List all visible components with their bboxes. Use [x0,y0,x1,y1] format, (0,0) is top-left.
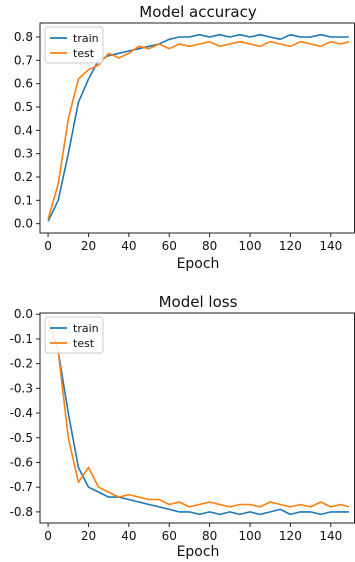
loss-y-tick-label: -0.6 [10,455,33,469]
loss-legend-label-train: train [73,322,99,335]
accuracy-y-tick-label: 0.6 [14,77,33,91]
accuracy-legend-label-test: test [73,47,95,60]
loss-x-tick-label: 40 [121,529,136,543]
loss-y-tick-label: -0.7 [10,480,33,494]
loss-chart: Model loss 0 20 40 60 80 100 120 140 0.0 -0.1 -0.2… [10,293,355,560]
accuracy-y-tick-label: 0.5 [14,100,33,114]
loss-x-tick-label: 100 [239,529,262,543]
accuracy-y-tick-label: 0.3 [14,147,33,161]
loss-y-tick-label: -0.1 [10,332,33,346]
accuracy-x-tick-label: 80 [202,239,217,253]
loss-series-test-line [47,318,350,508]
accuracy-x-tick-label: 120 [279,239,302,253]
accuracy-x-tick-label: 60 [162,239,177,253]
loss-x-tick-label: 20 [81,529,96,543]
accuracy-x-axis-title: Epoch [177,256,220,272]
accuracy-legend: train test [44,26,104,64]
loss-x-tick-label: 120 [279,529,302,543]
accuracy-legend-box [44,26,104,64]
accuracy-legend-label-train: train [73,32,99,45]
loss-y-tick-label: -0.8 [10,505,33,519]
loss-x-tick-label: 0 [44,529,52,543]
accuracy-y-tick-label: 0.2 [14,170,33,184]
accuracy-y-tick-label: 0.8 [14,30,33,44]
accuracy-series-test-line [47,40,350,220]
loss-y-tick-label: -0.3 [10,381,33,395]
loss-plot-area: 0 20 40 60 80 100 120 140 0.0 -0.1 -0.2 -0.3 -0.4 -0.… [10,307,355,543]
accuracy-x-tick-label: 0 [44,239,52,253]
loss-y-tick-label: 0.0 [14,307,33,321]
loss-y-tick-label: -0.5 [10,431,33,445]
accuracy-x-tick-label: 40 [121,239,136,253]
accuracy-y-tick-label: 0.1 [14,193,33,207]
loss-y-tick-label: -0.4 [10,406,33,420]
accuracy-x-tick-label: 140 [319,239,342,253]
accuracy-chart: Model accuracy 0 20 40 60 80 100 120 1400.00.10… [14,3,355,272]
loss-legend-box [44,316,104,354]
accuracy-chart-title: Model accuracy [139,3,257,21]
loss-x-tick-label: 140 [319,529,342,543]
loss-legend: train test [44,316,104,354]
accuracy-y-tick-label: 0.0 [14,217,33,231]
loss-y-tick-label: -0.2 [10,357,33,371]
accuracy-x-tick-label: 100 [239,239,262,253]
loss-legend-label-test: test [73,337,95,350]
loss-chart-title: Model loss [159,293,238,311]
loss-series-train-line [47,318,349,516]
accuracy-x-tick-label: 20 [81,239,96,253]
loss-x-tick-label: 60 [162,529,177,543]
loss-x-tick-label: 80 [202,529,217,543]
accuracy-y-tick-label: 0.7 [14,53,33,67]
loss-x-axis-title: Epoch [177,544,220,560]
accuracy-plot-area: 0 20 40 60 80 100 120 140 0.0 0.1 0.2 0.3 0.4 0.5 0.6 0… [14,22,355,253]
accuracy-y-tick-label: 0.4 [14,123,33,137]
